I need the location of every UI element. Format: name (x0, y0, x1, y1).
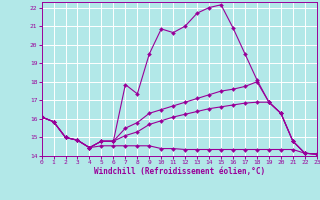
X-axis label: Windchill (Refroidissement éolien,°C): Windchill (Refroidissement éolien,°C) (94, 167, 265, 176)
